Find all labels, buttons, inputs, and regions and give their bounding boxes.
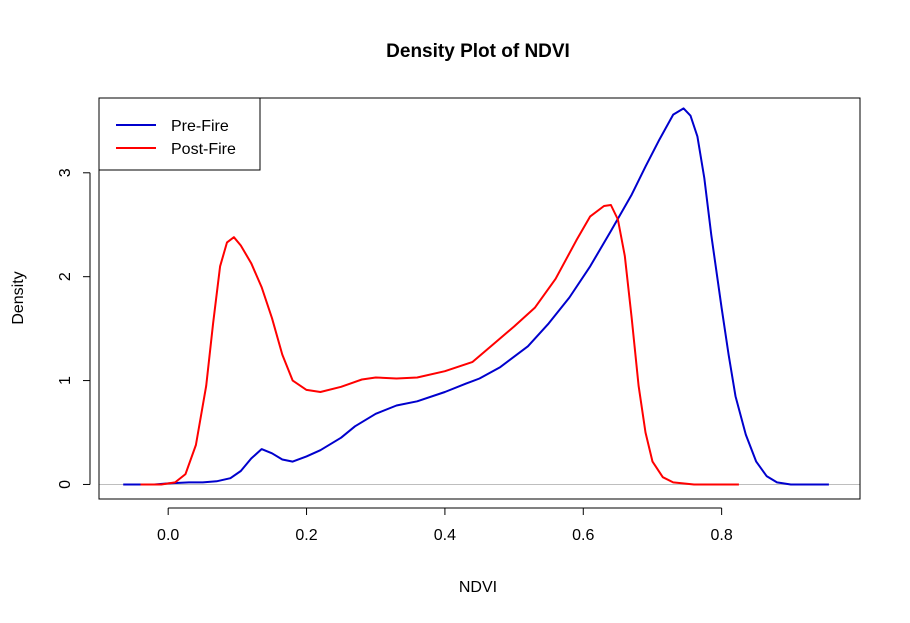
series-line-post-fire: [140, 204, 739, 486]
x-axis-label: NDVI: [459, 579, 497, 596]
y-tick-label: 2: [57, 272, 74, 281]
y-axis: 0 1 2 3: [57, 168, 91, 489]
x-tick-label: 0.4: [434, 527, 456, 544]
chart-title: Density Plot of NDVI: [386, 41, 570, 62]
y-tick-label: 0: [57, 480, 74, 489]
legend-box: [98, 97, 261, 171]
series-line-pre-fire: [123, 107, 829, 486]
x-tick-label: 0.0: [157, 527, 179, 544]
x-tick-label: 0.2: [295, 527, 317, 544]
plot-frame: [98, 97, 861, 500]
series-layer: [123, 107, 829, 486]
y-tick-label: 1: [57, 376, 74, 385]
legend-label-pre-fire: Pre-Fire: [171, 118, 229, 135]
y-axis-label: Density: [10, 271, 27, 324]
x-tick-label: 0.6: [572, 527, 594, 544]
x-axis: 0.0 0.2 0.4 0.6 0.8: [157, 507, 733, 544]
legend-label-post-fire: Post-Fire: [171, 141, 236, 158]
x-tick-label: 0.8: [711, 527, 733, 544]
legend: Pre-Fire Post-Fire: [98, 97, 261, 171]
y-tick-label: 3: [57, 168, 74, 177]
